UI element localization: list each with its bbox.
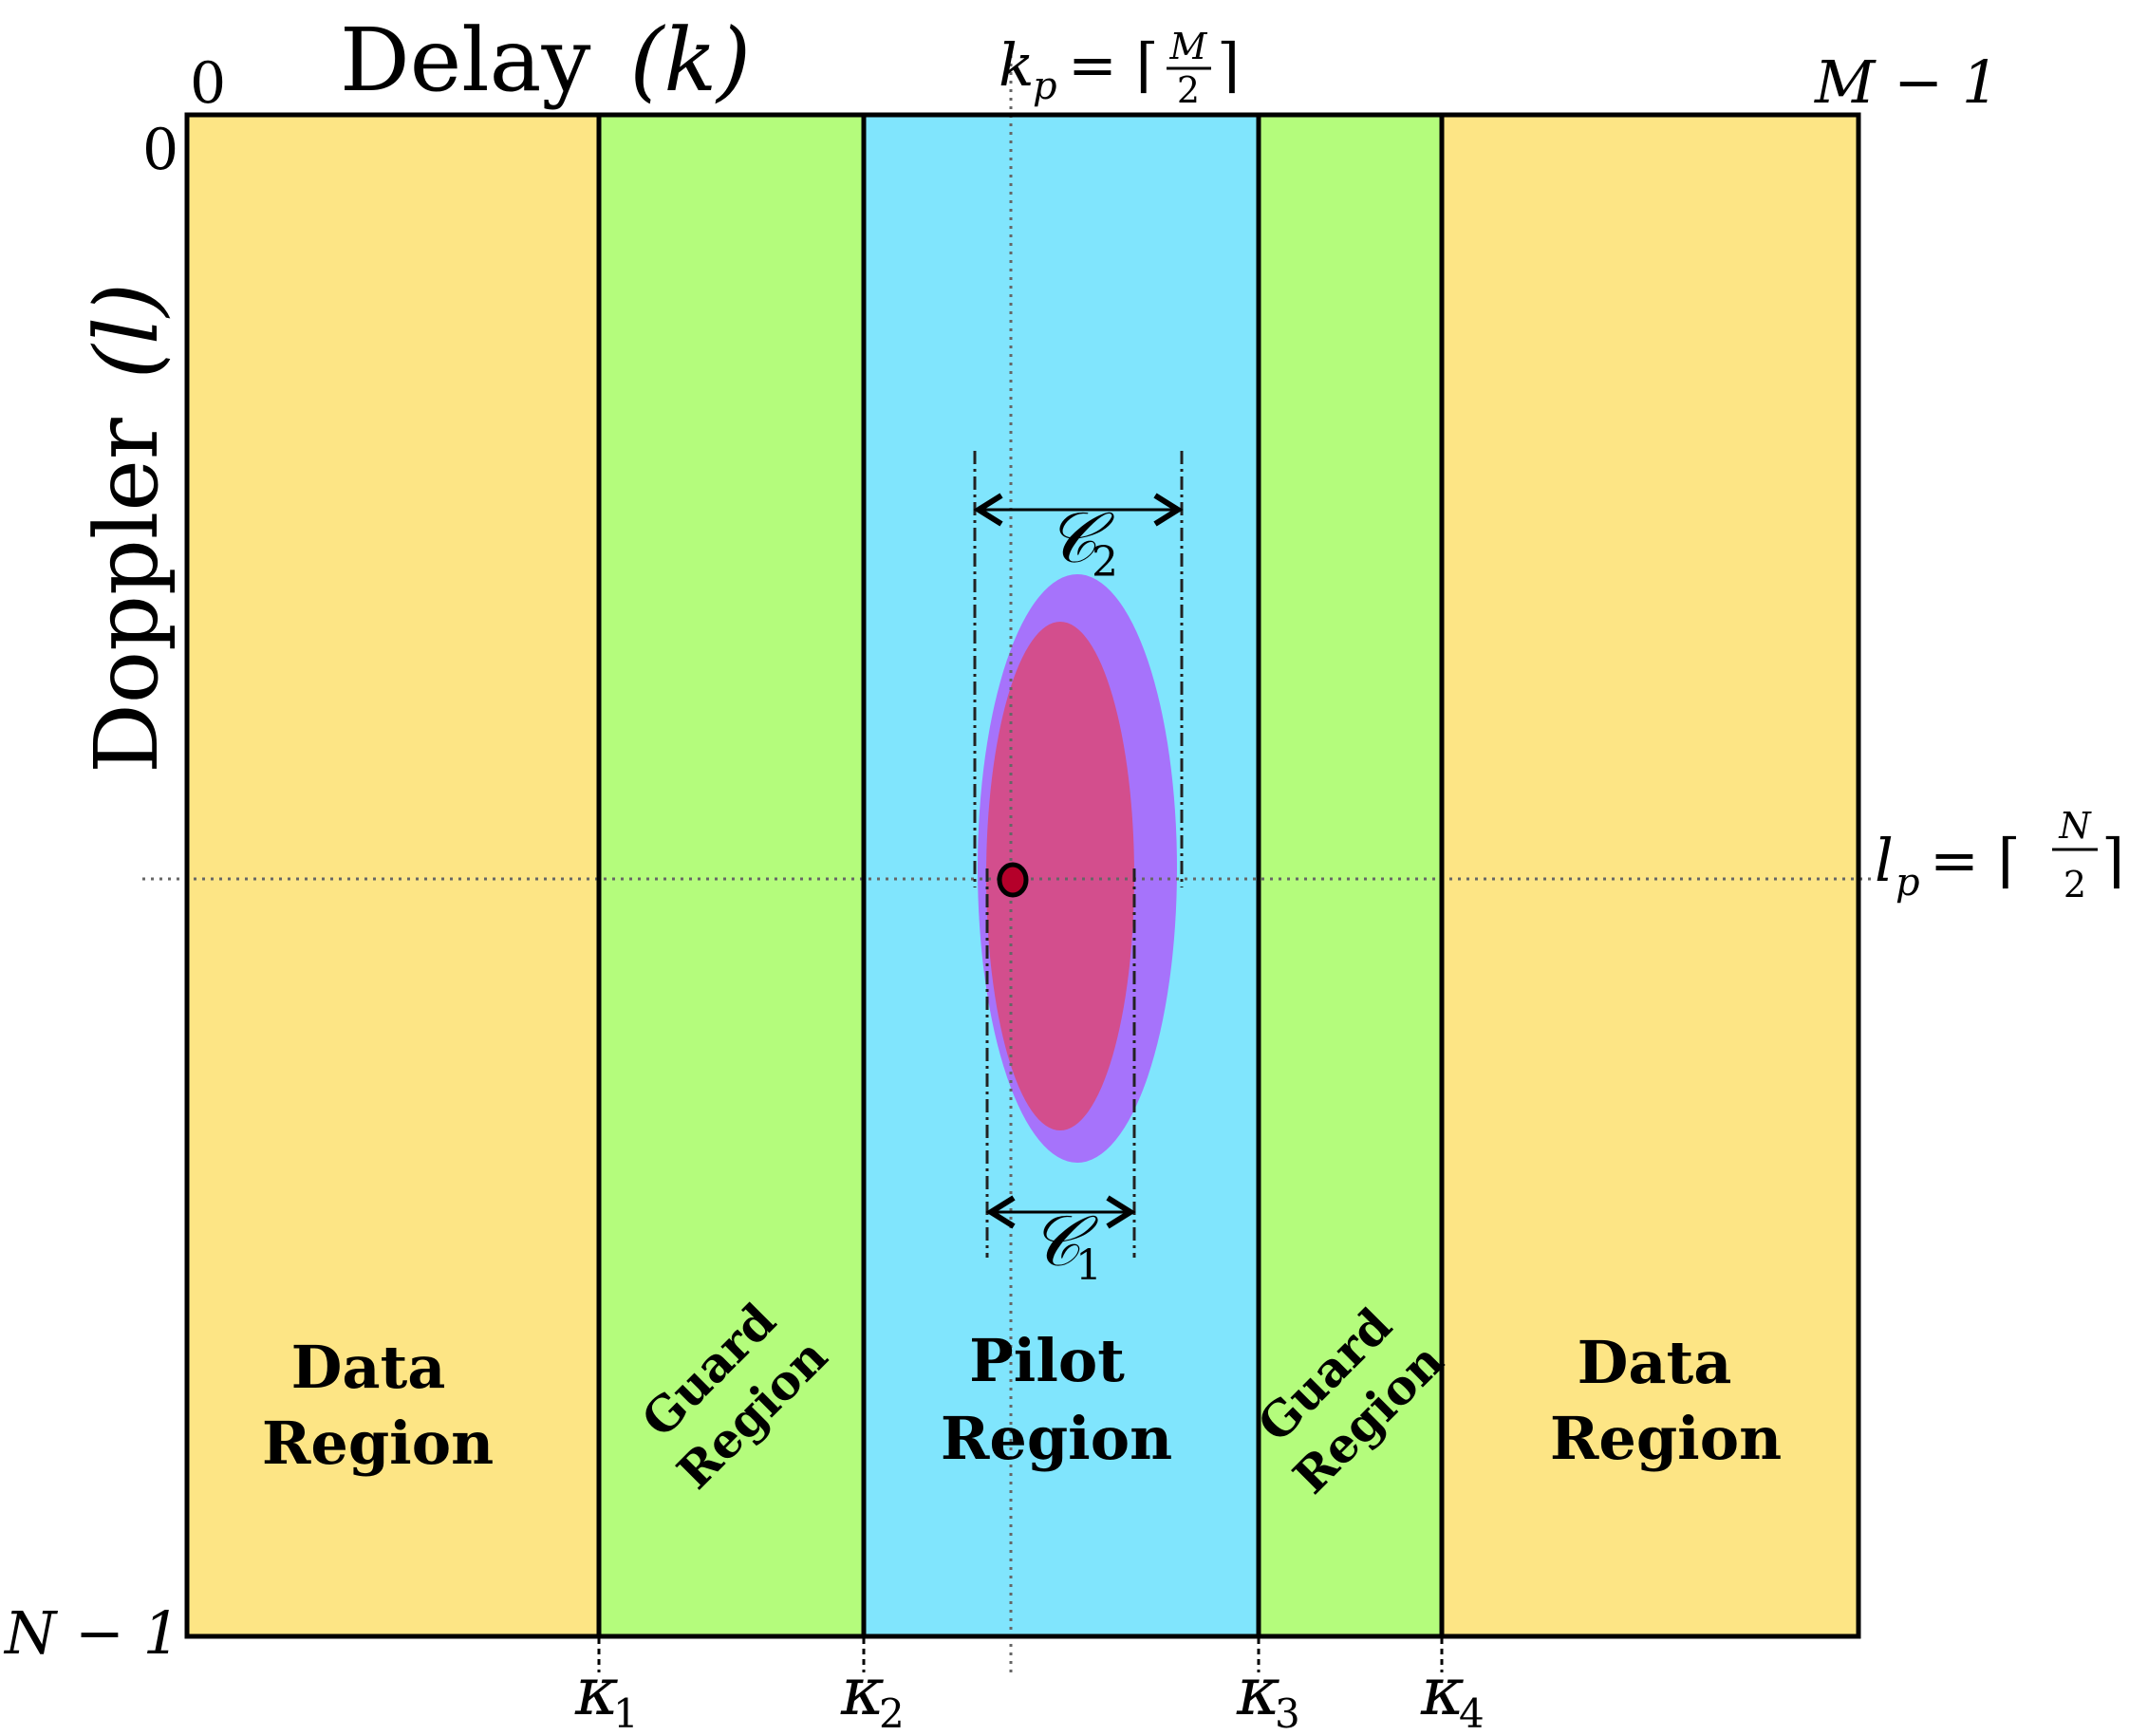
svg-text:M: M — [1169, 26, 1208, 67]
pilot-region-label: Pilot Region — [941, 1326, 1172, 1473]
svg-text:2: 2 — [879, 1690, 905, 1736]
svg-text:Pilot: Pilot — [969, 1326, 1125, 1395]
data-region-left — [187, 115, 599, 1636]
data-region-right-label: Data Region — [1550, 1328, 1782, 1473]
svg-text:⌉: ⌉ — [2101, 826, 2124, 895]
delay-axis-label: Delay (k) — [340, 9, 751, 111]
svg-text:Region: Region — [1550, 1404, 1782, 1473]
top-left-index: 0 — [190, 50, 226, 117]
guard-region-left — [599, 115, 864, 1636]
svg-text:κ: κ — [1236, 1652, 1280, 1730]
kp-label: k p = ⌈ M 2 ⌉ — [999, 26, 1240, 111]
left-top-index: 0 — [142, 117, 178, 183]
svg-text:Region: Region — [941, 1404, 1172, 1473]
top-right-index: M − 1 — [1814, 47, 1999, 117]
svg-text:N: N — [2058, 805, 2092, 847]
svg-text:2: 2 — [2064, 864, 2086, 905]
left-bottom-index: N − 1 — [3, 1598, 180, 1668]
grid-frame — [184, 112, 1861, 1639]
svg-text:2: 2 — [1177, 69, 1200, 111]
svg-text:= ⌈: = ⌈ — [1930, 826, 2021, 895]
svg-text:p: p — [1033, 65, 1057, 108]
svg-text:3: 3 — [1275, 1690, 1300, 1736]
guard-region-right — [1259, 115, 1442, 1636]
pilot-symbol-dot — [997, 862, 1029, 898]
kappa-3-label: κ 3 — [1236, 1652, 1300, 1736]
svg-text:1: 1 — [613, 1690, 639, 1736]
doppler-axis-label: Doppler (l) — [76, 283, 177, 774]
svg-text:2: 2 — [1092, 538, 1118, 587]
spread-ellipse-c1 — [986, 622, 1134, 1130]
svg-text:1: 1 — [1075, 1241, 1102, 1290]
data-region-right — [1442, 115, 1858, 1636]
kappa-4-label: κ 4 — [1420, 1652, 1485, 1736]
lp-label: l p = ⌈ N 2 ⌉ — [1875, 805, 2124, 905]
svg-text:κ: κ — [840, 1652, 885, 1730]
svg-text:Data: Data — [291, 1333, 446, 1402]
svg-text:4: 4 — [1459, 1690, 1485, 1736]
kappa-2-label: κ 2 — [840, 1652, 905, 1736]
svg-text:Region: Region — [262, 1409, 494, 1478]
svg-text:k: k — [999, 30, 1035, 100]
data-region-left-label: Data Region — [262, 1333, 494, 1478]
svg-text:= ⌈: = ⌈ — [1068, 30, 1159, 100]
svg-text:κ: κ — [574, 1652, 619, 1730]
svg-text:Data: Data — [1578, 1328, 1732, 1397]
svg-text:⌉: ⌉ — [1217, 30, 1240, 100]
svg-text:κ: κ — [1420, 1652, 1465, 1730]
kappa-1-label: κ 1 — [574, 1652, 639, 1736]
svg-text:p: p — [1896, 861, 1920, 905]
svg-text:l: l — [1875, 826, 1894, 895]
